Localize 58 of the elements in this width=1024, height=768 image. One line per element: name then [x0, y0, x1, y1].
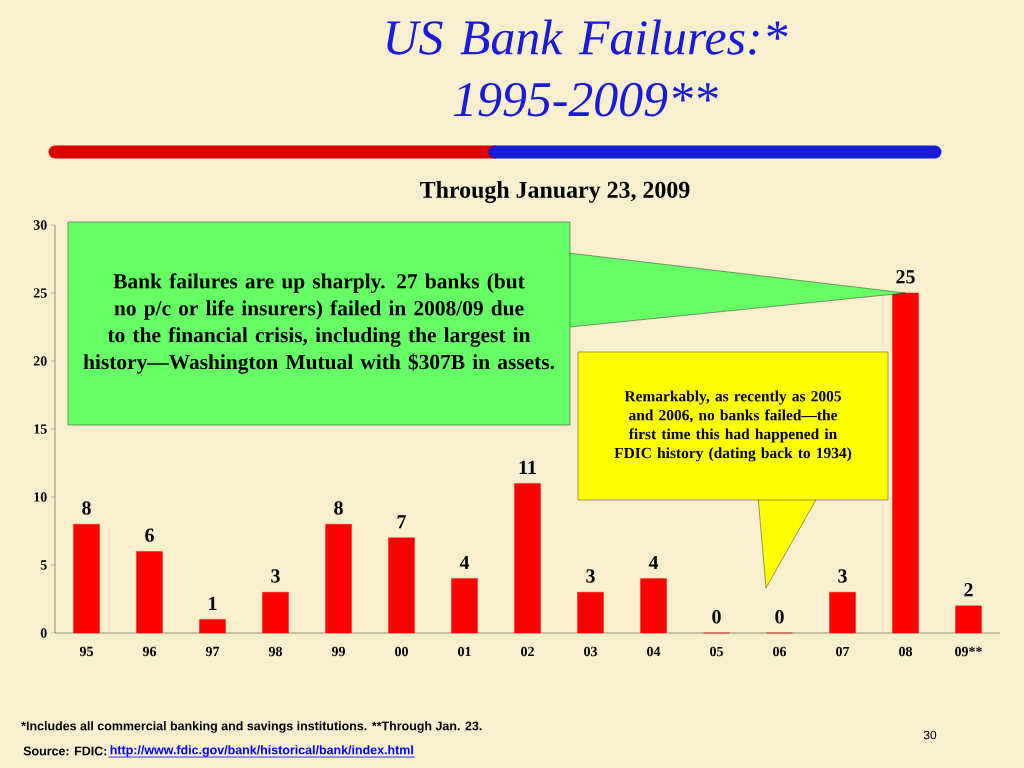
data-label: 3 — [586, 569, 595, 583]
data-label: 8 — [334, 501, 343, 515]
bar — [388, 537, 415, 634]
text: 30 — [923, 730, 937, 740]
data-label: 7 — [397, 515, 406, 529]
x-tick-label: 07 — [836, 646, 850, 657]
y-tick-label: 5 — [40, 560, 47, 570]
bar — [73, 524, 100, 634]
data-label: 3 — [271, 569, 280, 583]
data-label: 2 — [964, 583, 973, 597]
bar — [325, 524, 352, 634]
y-tick-label: 20 — [33, 356, 47, 366]
annotation: Remarkably, as recently as 2005 and 2006, no banks failed—the first time this had happened in FDIC history (dating back to 1934) — [614, 390, 852, 462]
bar — [955, 605, 982, 634]
y-tick-label: 15 — [34, 424, 47, 434]
data-label: 4 — [648, 555, 659, 570]
x-tick-label: 04 — [647, 646, 661, 657]
bar — [514, 483, 541, 634]
bar — [199, 619, 226, 634]
source-note: Source: FDIC: — [23, 746, 107, 756]
annotation: Bank failures are up sharply. 27 banks (but no p/c or life insurers) failed in 2008/09 due to the financial crisis, including the largest in history—Washington Mutual with $307B in assets. — [83, 273, 554, 374]
data-label: 1 — [209, 596, 217, 610]
bar — [640, 578, 667, 634]
text: *Includes all commercial banking and savings institutions. **Through Jan. 23. — [21, 721, 482, 733]
x-tick-label: 06 — [773, 646, 787, 657]
bar — [892, 292, 919, 634]
x-tick-label: 00 — [395, 646, 408, 657]
data-label: 11 — [519, 460, 536, 474]
x-tick-label: 09** — [955, 646, 982, 657]
x-tick-label: 05 — [710, 646, 723, 657]
x-tick-label: 95 — [79, 646, 93, 657]
chart-title: US Bank Failures:* 1995-2009** — [387, 19, 788, 117]
data-label: 0 — [712, 610, 721, 624]
x-tick-label: 08 — [899, 646, 913, 657]
x-tick-label: 03 — [584, 646, 598, 657]
chart-subtitle: Through January 23, 2009 — [420, 181, 690, 203]
x-tick-label: 96 — [142, 646, 157, 657]
y-tick-label: 10 — [34, 492, 47, 502]
bar — [829, 592, 856, 634]
y-tick-label: 0 — [40, 628, 47, 638]
bar — [451, 578, 478, 634]
y-tick-label: 25 — [33, 288, 47, 298]
bar — [577, 592, 604, 634]
data-label: 6 — [145, 528, 154, 542]
bar — [262, 592, 289, 634]
bar — [136, 551, 163, 634]
data-label: 25 — [896, 270, 915, 284]
x-tick-label: 99 — [331, 646, 345, 657]
y-tick-label: 30 — [33, 220, 47, 230]
x-tick-label: 01 — [458, 646, 471, 657]
x-tick-label: 02 — [521, 646, 534, 657]
data-label: 8 — [82, 501, 91, 515]
x-tick-label: 98 — [268, 646, 283, 657]
data-label: 4 — [459, 555, 470, 570]
data-label: 0 — [775, 610, 784, 624]
x-tick-label: 97 — [205, 646, 220, 657]
data-label: 3 — [838, 569, 847, 583]
text: http://www.fdic.gov/bank/historical/bank/index.html — [110, 745, 413, 757]
